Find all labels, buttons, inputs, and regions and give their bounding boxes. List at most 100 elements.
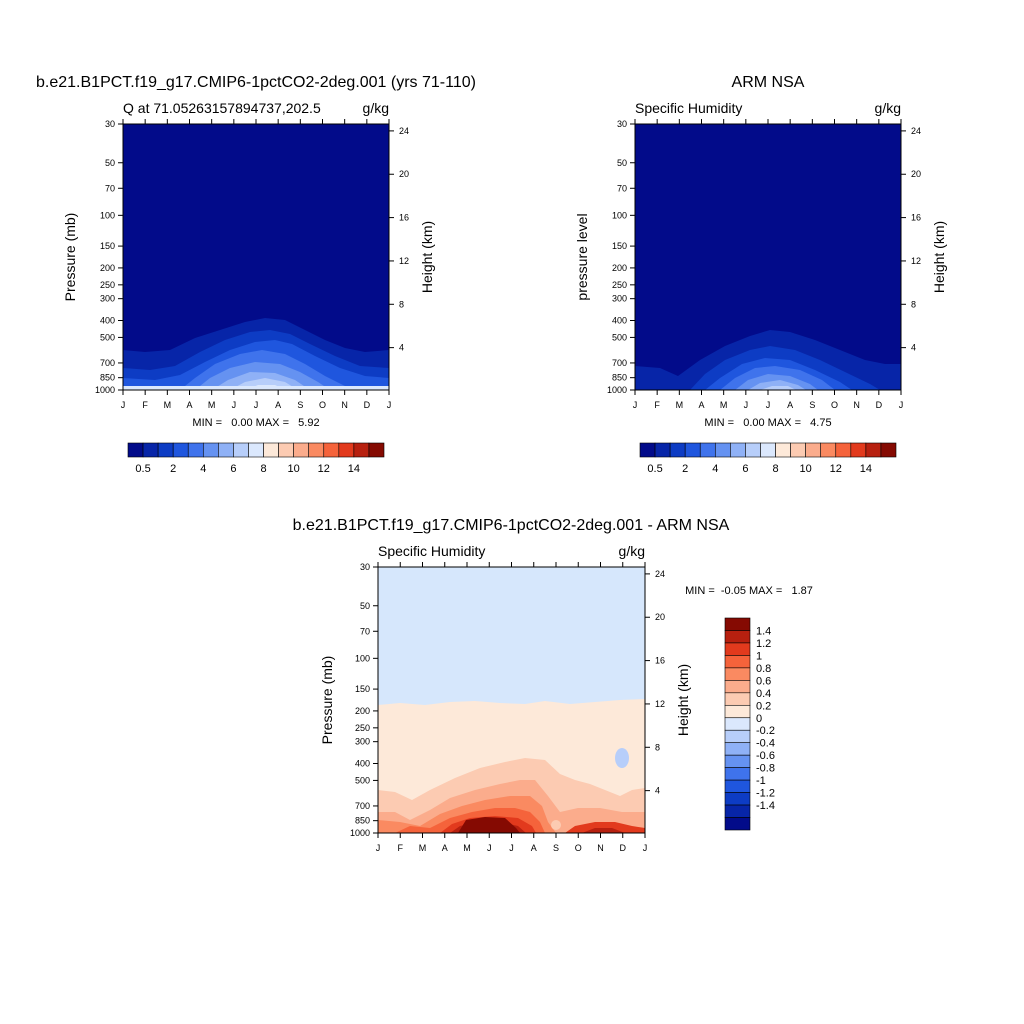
diff-y-tick-label: 30: [360, 562, 370, 572]
diff-y-right-tick-label: 12: [655, 699, 665, 709]
model-x-tick-label: D: [364, 400, 371, 410]
diff-y-tick-label: 300: [355, 737, 370, 747]
diff-y-right-tick-label: 24: [655, 569, 665, 579]
diff-x-tick-label: N: [597, 843, 604, 853]
diff-x-tick-label: M: [463, 843, 471, 853]
model-y-tick-label: 400: [100, 315, 115, 325]
obs-x-tick-label: J: [899, 400, 904, 410]
colorbar-label: 0.8: [756, 663, 771, 675]
diff-y-tick-label: 70: [360, 626, 370, 636]
obs-x-tick-label: J: [744, 400, 749, 410]
obs-y-right-tick-label: 4: [911, 343, 916, 353]
model-x-tick-label: F: [142, 400, 148, 410]
obs-y-right-tick-label: 12: [911, 256, 921, 266]
obs-panel: ARM NSA Specific Humidity g/kg J F M A M J J A S…: [574, 74, 947, 429]
colorbar-box: [218, 442, 234, 458]
colorbar-label: 0: [756, 713, 762, 725]
model-x-tick-label: S: [297, 400, 303, 410]
diff-y-right-tick-label: 20: [655, 612, 665, 622]
obs-y-tick-label: 50: [617, 158, 627, 168]
diff-min-max: MIN = -0.05 MAX = 1.87: [685, 585, 813, 597]
colorbar-label: 14: [348, 463, 360, 475]
diff-contour-lower-right-inner: [582, 828, 625, 833]
colorbar-label: -1.2: [756, 788, 775, 800]
colorbar-box: [714, 442, 731, 458]
diff-ylabel-right: Height (km): [675, 664, 691, 736]
obs-subtitle-left: Specific Humidity: [635, 100, 742, 116]
obs-x-tick-label: M: [676, 400, 684, 410]
diff-x-tick-label: J: [487, 843, 492, 853]
model-x-tick-label: J: [121, 400, 126, 410]
obs-contour-3: [748, 380, 806, 390]
colorbar-box: [669, 442, 686, 458]
model-colorbar: 0.5 2 4 6 8 10 12 14: [127, 442, 385, 475]
colorbar-box: [724, 817, 751, 831]
colorbar-label: 10: [800, 463, 812, 475]
model-x-tick-label: M: [164, 400, 172, 410]
colorbar-box: [368, 442, 385, 458]
obs-x-tick-label: D: [876, 400, 883, 410]
obs-y-tick-label: 70: [617, 183, 627, 193]
colorbar-label: 2: [170, 463, 176, 475]
colorbar-box: [790, 442, 806, 458]
colorbar-box: [865, 442, 882, 458]
colorbar-label: 0.6: [756, 675, 771, 687]
colorbar-label: 4: [200, 463, 206, 475]
diff-x-tick-label: J: [509, 843, 514, 853]
model-y-right-tick-label: 16: [399, 213, 409, 223]
diff-y-tick-label: 1000: [350, 828, 370, 838]
obs-contour-3.5: [760, 386, 796, 390]
model-y-tick-label: 300: [100, 294, 115, 304]
diff-panel: b.e21.B1PCT.f19_g17.CMIP6-1pctCO2-2deg.0…: [293, 517, 813, 853]
colorbar-box: [157, 442, 174, 458]
diff-ylabel: Pressure (mb): [319, 656, 335, 745]
model-x-tick-label: J: [254, 400, 259, 410]
colorbar-label: 6: [742, 463, 748, 475]
model-y-tick-label: 1000: [95, 385, 115, 395]
obs-y-tick-label: 100: [612, 210, 627, 220]
obs-x-tick-label: O: [831, 400, 838, 410]
colorbar-label: 6: [230, 463, 236, 475]
model-y-tick-label: 100: [100, 210, 115, 220]
model-panel: b.e21.B1PCT.f19_g17.CMIP6-1pctCO2-2deg.0…: [36, 74, 476, 429]
obs-x-tick-label: J: [766, 400, 771, 410]
diff-y-tick-label: 850: [355, 816, 370, 826]
diff-plot-area: [377, 566, 646, 834]
diff-y-tick-label: 200: [355, 706, 370, 716]
colorbar-box: [353, 442, 370, 458]
diff-x-tick-label: A: [531, 843, 537, 853]
model-y-tick-label: 200: [100, 263, 115, 273]
colorbar-label: 12: [318, 463, 330, 475]
colorbar-box: [724, 729, 751, 744]
diff-y-right-axis: 24 20 16 12 8 4: [645, 569, 665, 796]
colorbar-label: 1.4: [756, 625, 771, 637]
model-x-tick-label: A: [275, 400, 281, 410]
diff-subtitle-left: Specific Humidity: [378, 543, 485, 559]
obs-y-tick-label: 30: [617, 119, 627, 129]
colorbar-box: [730, 442, 746, 458]
colorbar-box: [323, 442, 340, 458]
colorbar-label: -0.4: [756, 738, 775, 750]
colorbar-box: [724, 792, 751, 806]
diff-x-tick-label: S: [553, 843, 559, 853]
model-y-right-axis: 24 20 16 12 8 4: [389, 126, 409, 353]
obs-min-max: MIN = 0.00 MAX = 4.75: [704, 417, 831, 429]
diff-y-tick-label: 50: [360, 601, 370, 611]
obs-y-tick-label: 250: [612, 280, 627, 290]
model-subtitle-right: g/kg: [363, 100, 389, 116]
obs-y-tick-label: 850: [612, 373, 627, 383]
colorbar-box: [724, 804, 751, 818]
obs-x-tick-label: S: [809, 400, 815, 410]
obs-x-tick-label: N: [853, 400, 860, 410]
colorbar-label: -1: [756, 775, 766, 787]
obs-y-tick-label: 200: [612, 263, 627, 273]
obs-colorbar: 0.5 2 4 6 8 10 12 14: [639, 442, 897, 475]
diff-subtitle-right: g/kg: [619, 543, 645, 559]
colorbar-label: 8: [772, 463, 778, 475]
colorbar-box: [127, 442, 144, 458]
model-x-tick-label: J: [387, 400, 392, 410]
obs-ylabel: pressure level: [574, 213, 590, 300]
diff-title: b.e21.B1PCT.f19_g17.CMIP6-1pctCO2-2deg.0…: [293, 517, 730, 534]
